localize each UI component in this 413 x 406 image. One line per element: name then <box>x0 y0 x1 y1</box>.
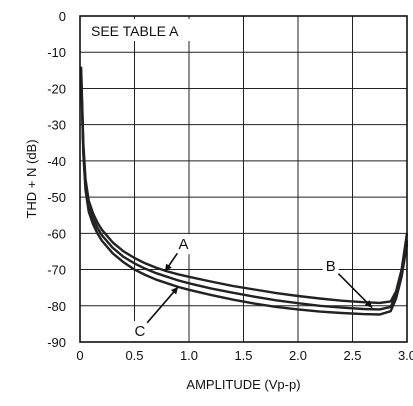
x-tick-label: 0.5 <box>125 348 143 363</box>
x-tick-label: 2.0 <box>289 348 307 363</box>
x-tick-label: 2.5 <box>343 348 361 363</box>
y-tick-label: -80 <box>47 299 66 314</box>
y-tick-label: -30 <box>47 118 66 133</box>
series-line-a <box>79 66 409 305</box>
annotation-layer: A B C <box>131 234 373 342</box>
annotation-label-bg <box>175 234 192 255</box>
annotation-arrow-line <box>337 273 373 309</box>
tick-layer: 0 0.5 1.0 1.5 2.0 2.5 3.0 0 -10 -20 -30 -40 -50 -60 -7… <box>47 9 413 363</box>
y-tick-label: 0 <box>59 9 66 24</box>
y-tick-label: -70 <box>47 263 66 278</box>
x-tick-label: 3.0 <box>398 348 413 363</box>
annotation-label-b: B <box>326 258 336 275</box>
annotation-arrowhead <box>170 286 179 295</box>
grid-layer <box>80 16 407 342</box>
annotation-label-bg <box>322 255 339 276</box>
x-tick-label: 1.0 <box>180 348 198 363</box>
annotation-arrowhead <box>165 263 172 272</box>
y-tick-label: -40 <box>47 154 66 169</box>
plot-frame <box>79 15 408 343</box>
y-tick-label: -50 <box>47 190 66 205</box>
x-tick-label: 0 <box>76 348 83 363</box>
note-box <box>84 19 194 41</box>
y-tick-label: -60 <box>47 226 66 241</box>
series-layer <box>79 66 409 316</box>
series-line-b <box>79 70 409 311</box>
y-tick-label: -10 <box>47 45 66 60</box>
y-axis-label: THD + N (dB) <box>24 139 39 218</box>
x-tick-label: 1.5 <box>234 348 252 363</box>
annotation-label-a: A <box>179 236 189 253</box>
y-tick-label: -90 <box>47 335 66 350</box>
annotation-label-bg <box>131 321 148 342</box>
series-line-c <box>79 73 409 316</box>
table-note: SEE TABLE A <box>91 23 179 39</box>
annotation-label-c: C <box>135 323 146 340</box>
annotation-arrowhead <box>364 300 373 308</box>
x-axis-label: AMPLITUDE (Vp-p) <box>186 377 300 392</box>
annotation-arrow-line <box>146 286 179 324</box>
y-tick-label: -20 <box>47 81 66 96</box>
